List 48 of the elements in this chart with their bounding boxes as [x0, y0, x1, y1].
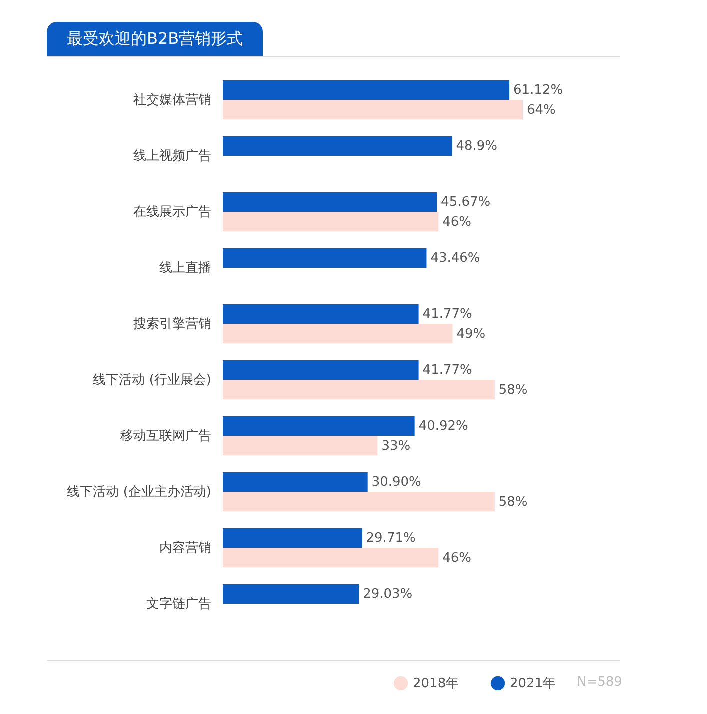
bar	[223, 136, 452, 156]
bar	[223, 548, 439, 568]
bar	[223, 360, 419, 380]
data-label: 61.12%	[514, 83, 564, 98]
data-label: 40.92%	[418, 419, 468, 434]
data-label: 30.90%	[372, 475, 422, 490]
data-label: 64%	[527, 102, 556, 118]
y-tick-label: 内容营销	[160, 540, 212, 556]
chart-title: 最受欢迎的B2B营销形式	[47, 22, 264, 56]
bar	[223, 528, 362, 548]
y-tick-label: 线下活动 (行业展会)	[93, 373, 212, 388]
data-label: 29.03%	[363, 587, 413, 602]
y-tick-label: 文字链广告	[146, 596, 212, 612]
data-label: 45.67%	[441, 195, 491, 210]
data-label: 49%	[456, 326, 486, 342]
bar	[223, 492, 495, 512]
bar	[223, 304, 419, 324]
data-label: 41.77%	[422, 307, 472, 322]
data-label: 41.77%	[422, 363, 472, 378]
data-label: 33%	[382, 438, 411, 454]
bar	[223, 192, 438, 212]
data-label: 46%	[442, 214, 472, 230]
y-tick-label: 线上直播	[160, 261, 212, 276]
bar	[223, 212, 439, 232]
bar	[223, 416, 415, 436]
y-tick-label: 线下活动 (企业主办活动)	[67, 484, 212, 500]
bar	[223, 472, 368, 492]
text: N=589	[577, 675, 622, 690]
legend-label: 2021年	[510, 676, 556, 692]
data-label: 58%	[498, 494, 528, 510]
bar	[223, 436, 378, 456]
y-tick-label: 社交媒体营销	[134, 92, 212, 108]
y-tick-label: 搜索引擎营销	[134, 317, 212, 332]
bar	[223, 248, 427, 268]
y-tick-label: 线上视频广告	[134, 149, 212, 164]
data-label: 58%	[498, 382, 528, 398]
legend-label: 2018年	[413, 676, 460, 692]
bar	[223, 584, 360, 604]
data-label: 46%	[442, 550, 472, 566]
bar	[223, 100, 523, 120]
data-label: 43.46%	[430, 251, 480, 266]
y-tick-label: 在线展示广告	[134, 205, 212, 220]
bar	[223, 380, 495, 400]
data-label: 29.71%	[366, 531, 416, 546]
data-label: 48.9%	[456, 139, 498, 154]
bar	[223, 324, 453, 344]
bar	[223, 80, 510, 100]
y-tick-label: 移动互联网广告	[120, 429, 212, 444]
